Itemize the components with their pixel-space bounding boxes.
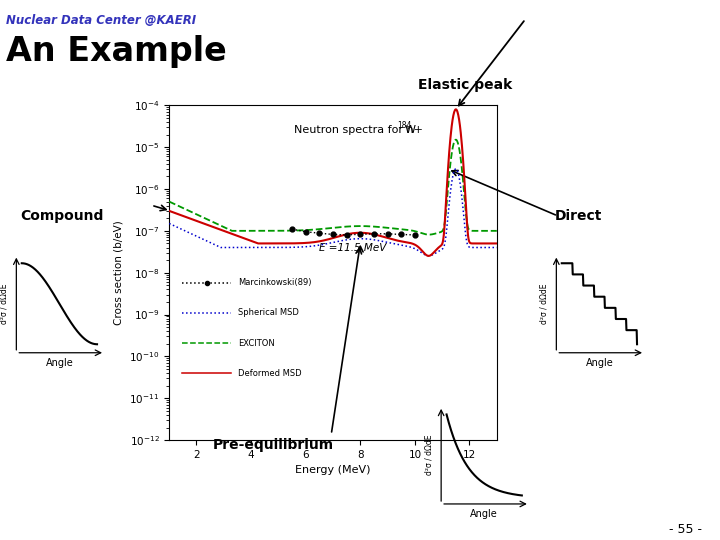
Text: Neutron spectra for n+: Neutron spectra for n+ [294, 125, 423, 136]
Text: Angle: Angle [470, 509, 498, 519]
Text: 184: 184 [397, 122, 411, 130]
Text: An Example: An Example [6, 35, 227, 68]
Text: W: W [405, 125, 416, 136]
Text: Spherical MSD: Spherical MSD [238, 308, 299, 318]
Text: E =11.5 MeV: E =11.5 MeV [320, 243, 387, 253]
X-axis label: Energy (MeV): Energy (MeV) [295, 465, 371, 475]
Text: Angle: Angle [585, 358, 613, 368]
Text: Marcinkowski(89): Marcinkowski(89) [238, 278, 312, 287]
Text: Direct: Direct [554, 209, 602, 223]
Text: d²σ / dΩdE: d²σ / dΩdE [0, 284, 9, 324]
Text: d²σ / dΩdE: d²σ / dΩdE [425, 435, 433, 475]
Y-axis label: Cross section (b/eV): Cross section (b/eV) [114, 220, 124, 325]
Text: Angle: Angle [45, 358, 73, 368]
Text: Nuclear Data Center @KAERI: Nuclear Data Center @KAERI [6, 14, 196, 26]
Text: Pre-equilibrium: Pre-equilibrium [212, 438, 333, 453]
Text: EXCITON: EXCITON [238, 339, 275, 348]
Text: Elastic peak: Elastic peak [418, 78, 512, 92]
Text: d²σ / dΩdE: d²σ / dΩdE [540, 284, 549, 324]
Text: Compound: Compound [20, 209, 104, 223]
Text: Deformed MSD: Deformed MSD [238, 369, 302, 377]
Text: - 55 -: - 55 - [669, 523, 702, 536]
